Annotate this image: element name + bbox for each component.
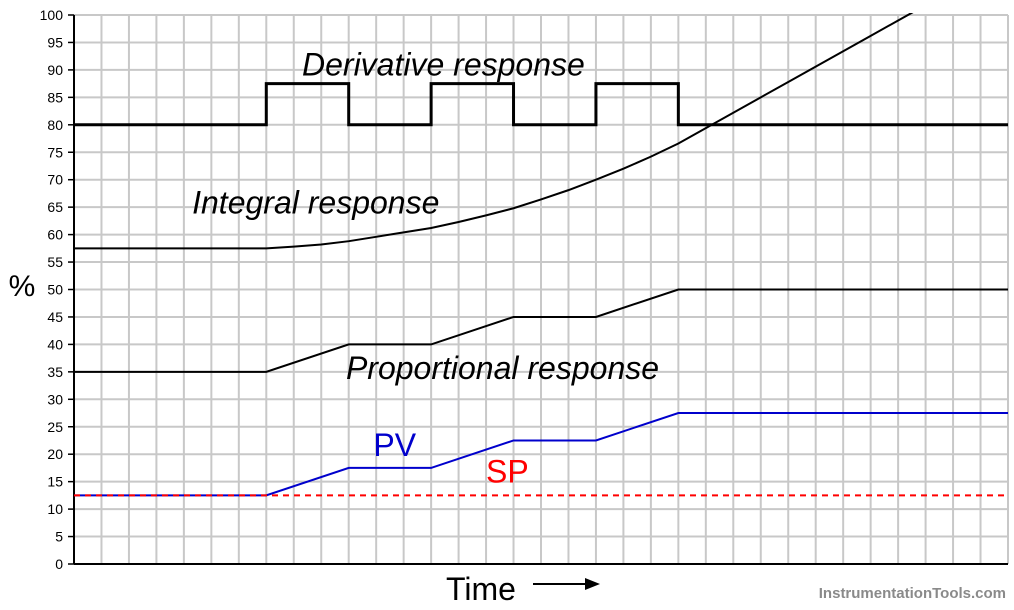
- annotation-sp: SP: [486, 454, 529, 490]
- annotation-proportional: Proportional response: [346, 350, 659, 386]
- y-tick-label: 50: [47, 282, 63, 298]
- y-tick-label: 95: [47, 34, 63, 50]
- y-tick-label: 65: [47, 199, 63, 215]
- y-tick-label: 30: [47, 391, 63, 407]
- y-tick-label: 10: [47, 501, 63, 517]
- y-tick-label: 25: [47, 419, 63, 435]
- y-tick-label: 5: [55, 529, 63, 545]
- y-tick-label: 70: [47, 172, 63, 188]
- annotation-pv: PV: [373, 427, 416, 463]
- y-tick-label: 90: [47, 62, 63, 78]
- y-axis-ticks: 0 5 10 15 20 25 30 35 40 45 50 55 60 65 70 75 80 85 90 95 10…: [40, 7, 74, 572]
- series-line-pv: [74, 412, 1008, 497]
- y-tick-label: 80: [47, 117, 63, 133]
- y-tick-label: 75: [47, 144, 63, 160]
- x-axis-arrow-icon: [533, 578, 600, 590]
- y-axis-label: %: [9, 270, 36, 303]
- y-tick-label: 60: [47, 227, 63, 243]
- y-tick-label: 0: [55, 556, 63, 572]
- y-tick-label: 15: [47, 474, 63, 490]
- grid: [73, 14, 1009, 565]
- series-line-derivative: [74, 82, 1008, 127]
- y-tick-label: 85: [47, 89, 63, 105]
- y-tick-label: 100: [40, 7, 64, 23]
- annotation-integral: Integral response: [192, 185, 439, 221]
- series-lines: [74, 13, 1008, 497]
- y-tick-label: 45: [47, 309, 63, 325]
- y-tick-label: 35: [47, 364, 63, 380]
- y-tick-label: 55: [47, 254, 63, 270]
- watermark: InstrumentationTools.com: [819, 585, 1006, 602]
- y-tick-label: 40: [47, 336, 63, 352]
- series-line-proportional: [74, 288, 1008, 373]
- annotation-derivative: Derivative response: [302, 46, 585, 82]
- series-line-integral: [74, 13, 914, 250]
- x-axis-label: Time: [446, 571, 516, 607]
- y-tick-label: 20: [47, 446, 63, 462]
- annotations: Derivative response Integral response Prop…: [192, 46, 659, 489]
